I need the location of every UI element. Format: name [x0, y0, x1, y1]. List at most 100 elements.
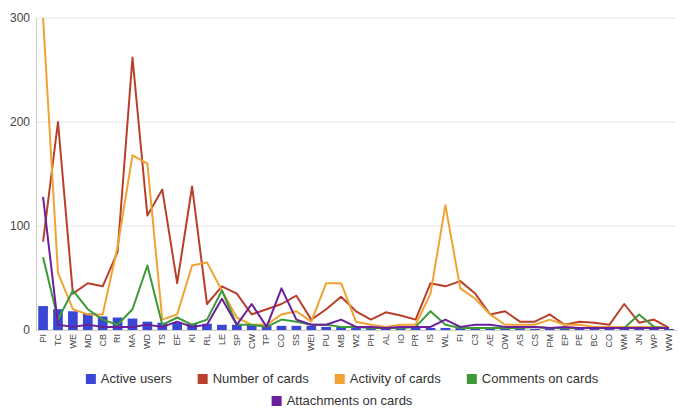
- legend-item: Number of cards: [198, 371, 310, 386]
- legend-label: Number of cards: [213, 371, 310, 386]
- bar: [83, 313, 93, 330]
- x-tick-label: SP: [232, 334, 242, 346]
- bar: [441, 328, 451, 330]
- x-tick: AS: [515, 330, 525, 346]
- legend-swatch: [335, 374, 345, 384]
- x-tick: WL: [440, 330, 450, 348]
- grid: [36, 18, 676, 330]
- x-tick: PM: [545, 330, 555, 348]
- x-tick: OW: [500, 330, 510, 350]
- chart: 0100200300PITCWEMDCBRIMAWDTSEFKIRLLESPCW…: [0, 0, 684, 412]
- y-axis-line: [36, 19, 37, 331]
- legend-label: Comments on cards: [482, 371, 599, 386]
- x-tick-label: PR: [410, 334, 420, 347]
- x-tick: AL: [381, 330, 391, 345]
- legend-label: Active users: [101, 371, 172, 386]
- x-tick: KI: [187, 330, 197, 343]
- x-tick: WP: [649, 330, 659, 349]
- grid-line: [36, 18, 676, 19]
- legend-item: Activity of cards: [335, 371, 442, 386]
- x-tick: RI: [112, 330, 122, 343]
- x-tick: C3: [470, 330, 480, 346]
- x-tick-label: TS: [157, 334, 167, 346]
- legend-item: Comments on cards: [467, 371, 599, 386]
- x-tick-label: WL: [440, 334, 450, 348]
- x-tick: BC: [589, 330, 599, 347]
- x-tick: PU: [321, 330, 331, 347]
- bar: [664, 329, 674, 330]
- x-tick: EF: [172, 330, 182, 346]
- line: [43, 58, 669, 328]
- x-tick: PE: [574, 330, 584, 346]
- x-tick-label: C3: [470, 334, 480, 346]
- x-tick: WEI: [306, 330, 316, 351]
- y-tick-label: 0: [23, 323, 30, 337]
- bar: [128, 319, 138, 330]
- x-tick-label: RL: [202, 334, 212, 346]
- x-tick-label: TC: [53, 334, 63, 346]
- x-tick-label: WP: [649, 334, 659, 349]
- legend-swatch: [272, 396, 282, 406]
- bar: [411, 328, 421, 330]
- legend-swatch: [86, 374, 96, 384]
- x-tick: W2: [351, 330, 361, 348]
- y-tick: 100: [10, 219, 36, 233]
- x-tick-label: RI: [112, 334, 122, 343]
- x-tick-label: SS: [291, 334, 301, 346]
- x-tick-label: EF: [172, 334, 182, 346]
- x-tick: JN: [634, 330, 644, 345]
- x-tick: LE: [217, 330, 227, 345]
- bar: [619, 329, 629, 330]
- legend-swatch: [467, 374, 477, 384]
- legend-item: Active users: [86, 371, 172, 386]
- x-tick: WE: [68, 330, 78, 349]
- bar: [545, 329, 555, 330]
- chart-container: 0100200300PITCWEMDCBRIMAWDTSEFKIRLLESPCW…: [0, 0, 684, 412]
- grid-line: [36, 122, 676, 123]
- x-tick-label: PU: [321, 334, 331, 347]
- x-tick-label: WD: [142, 334, 152, 349]
- x-tick-label: MD: [83, 334, 93, 348]
- x-tick-label: CO: [276, 334, 286, 348]
- x-tick-label: CW: [247, 334, 257, 349]
- x-tick-label: IS: [425, 334, 435, 343]
- x-tick-label: KI: [187, 334, 197, 343]
- legend-label: Attachments on cards: [287, 393, 413, 408]
- x-tick-label: PI: [38, 334, 48, 343]
- x-tick-label: CS: [530, 334, 540, 347]
- x-tick: FI: [455, 330, 465, 342]
- x-tick: MD: [83, 330, 93, 348]
- x-tick-label: WW: [664, 334, 674, 351]
- x-tick-label: MA: [127, 334, 137, 348]
- bar: [321, 327, 331, 330]
- x-tick: IO: [396, 330, 406, 344]
- x-tick-label: AE: [485, 334, 495, 346]
- x-tick-label: EP: [559, 334, 569, 346]
- bar: [590, 329, 600, 330]
- bar: [292, 326, 302, 330]
- line: [43, 18, 669, 328]
- y-tick: 300: [10, 11, 36, 25]
- bar: [426, 328, 436, 330]
- x-tick: TS: [157, 330, 167, 346]
- x-tick: CS: [530, 330, 540, 347]
- x-tick-label: PM: [545, 334, 555, 348]
- plot-area: [38, 18, 674, 330]
- x-tick: MA: [127, 330, 137, 348]
- bar: [277, 326, 287, 330]
- x-tick-label: IO: [396, 334, 406, 344]
- x-tick: CO: [604, 330, 614, 348]
- x-tick: WW: [664, 330, 674, 351]
- x-tick-label: JN: [634, 334, 644, 345]
- bar: [217, 325, 227, 330]
- x-tick-label: W2: [351, 334, 361, 348]
- x-tick: SP: [232, 330, 242, 346]
- bar: [649, 329, 659, 330]
- y-tick: 0: [23, 323, 36, 337]
- x-tick: MB: [336, 330, 346, 348]
- x-tick-label: FI: [455, 334, 465, 342]
- x-axis: PITCWEMDCBRIMAWDTSEFKIRLLESPCWTPCOSSWEIP…: [37, 330, 677, 351]
- x-tick-label: WM: [619, 334, 629, 350]
- legend: Active users Number of cards Activity of c…: [86, 371, 599, 408]
- x-tick: CW: [247, 330, 257, 349]
